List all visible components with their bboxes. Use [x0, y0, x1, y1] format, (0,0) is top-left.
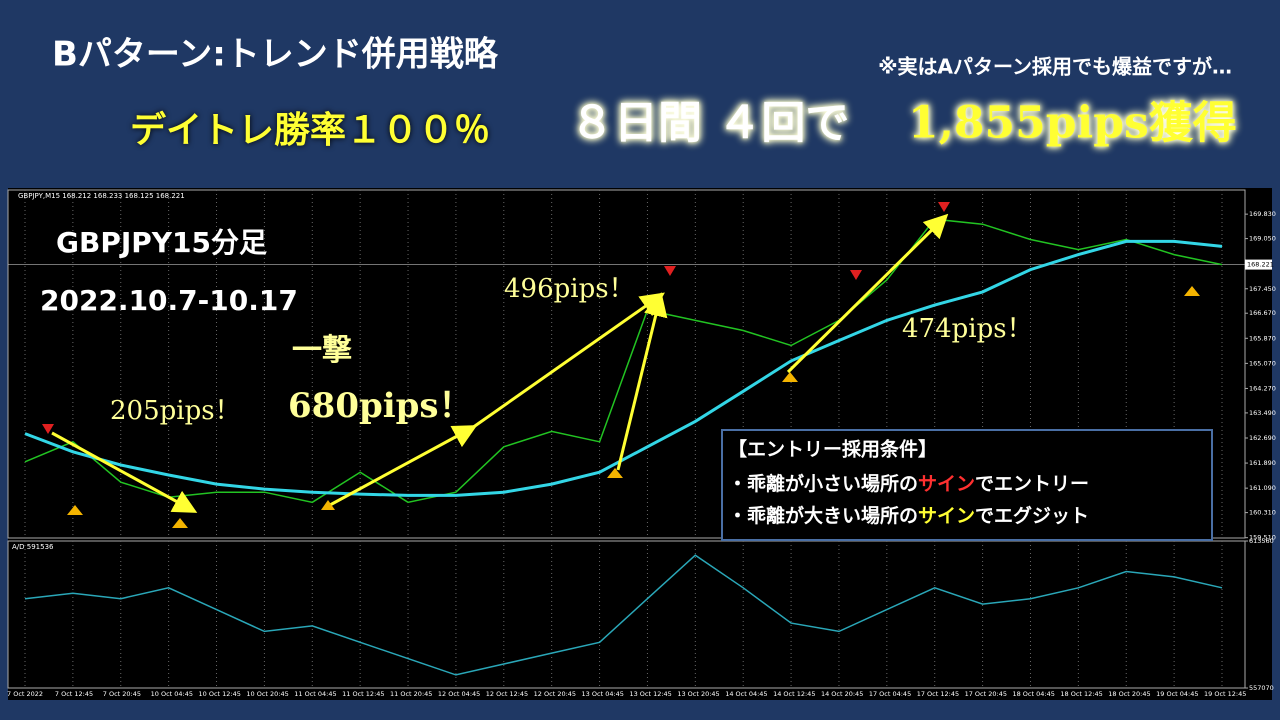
plot-frame: [7, 189, 1246, 539]
x-tick-label: 17 Oct 20:45: [965, 690, 1007, 698]
y-tick-label: 169.050: [1249, 235, 1276, 243]
x-tick-label: 12 Oct 20:45: [534, 690, 576, 698]
sell-sign: [850, 270, 862, 280]
condition-part: ・乖離が大きい場所の: [728, 504, 918, 527]
y-tick-label: 557070: [1249, 684, 1274, 692]
y-tick-label: 159.510: [1249, 534, 1276, 542]
y-tick-label: 167.450: [1249, 285, 1276, 293]
condition-part: でエントリー: [975, 473, 1089, 495]
x-tick-label: 10 Oct 04:45: [151, 690, 193, 698]
annotation: 474pips！: [902, 314, 1033, 344]
series-line: [24, 218, 1223, 504]
symbol-label: GBPJPY15分足: [56, 226, 267, 259]
series-line: [24, 239, 1223, 497]
price-text: 168.221: [1247, 261, 1274, 269]
conditions-box: [721, 429, 1213, 541]
buy-sign: [172, 518, 188, 528]
condition-part: サイン: [918, 505, 975, 527]
y-tick-label: 161.890: [1249, 459, 1276, 467]
x-tick-label: 7 Oct 12:45: [55, 690, 93, 698]
arrows: [51, 213, 949, 513]
condition-part: でエグジット: [975, 504, 1089, 527]
signals: [42, 202, 1200, 528]
x-tick-label: 10 Oct 20:45: [246, 690, 288, 698]
period-label: 2022.10.7-10.17: [40, 284, 298, 317]
chart-header: GBPJPY,M15 168.212 168.233 168.125 168.2…: [18, 192, 185, 200]
indicator-frame: [7, 540, 1246, 689]
main-chart: [7, 189, 1246, 539]
x-tick-label: 11 Oct 12:45: [342, 690, 384, 698]
x-tick-label: 12 Oct 04:45: [438, 690, 480, 698]
headline-b: 1,855pips獲得: [908, 98, 1237, 149]
annotation: 680pips！: [288, 386, 473, 426]
y-tick-label: 169.830: [1249, 210, 1276, 218]
series-line: [24, 554, 1223, 676]
note: ※実はAパターン採用でも爆益ですが…: [878, 55, 1232, 79]
condition: ・乖離が大きい場所のサインでエグジット: [728, 504, 1089, 527]
x-tick-label: 7 Oct 2022: [7, 690, 43, 698]
arrow: [329, 425, 478, 507]
sell-sign: [938, 202, 950, 212]
annotation: 一撃: [292, 333, 352, 368]
arrow: [471, 292, 665, 430]
price-box: [1245, 259, 1272, 270]
x-tick-label: 19 Oct 04:45: [1156, 690, 1198, 698]
buy-sign: [607, 468, 623, 478]
buy-sign: [67, 505, 83, 515]
headline-a: ８日間 ４回で: [570, 98, 849, 149]
y-tick-label: 166.670: [1249, 309, 1276, 317]
x-tick-label: 12 Oct 12:45: [486, 690, 528, 698]
buy-sign: [782, 372, 798, 382]
x-tick-label: 14 Oct 20:45: [821, 690, 863, 698]
condition-part: ・乖離が小さい場所の: [728, 472, 918, 495]
annotation: 205pips！: [110, 396, 241, 426]
y-tick-label: 164.270: [1249, 384, 1276, 392]
x-tick-label: 14 Oct 04:45: [725, 690, 767, 698]
y-tick-label: 165.070: [1249, 359, 1276, 367]
x-tick-label: 13 Oct 04:45: [582, 690, 624, 698]
x-tick-label: 17 Oct 12:45: [917, 690, 959, 698]
condition: ・乖離が小さい場所のサインでエントリー: [728, 472, 1089, 495]
x-tick-label: 11 Oct 20:45: [390, 690, 432, 698]
x-tick-label: 13 Oct 12:45: [629, 690, 671, 698]
y-tick-label: 613560: [1249, 537, 1274, 545]
y-tick-label: 161.090: [1249, 484, 1276, 492]
x-tick-label: 18 Oct 12:45: [1060, 690, 1102, 698]
slide-title: Bパターン:トレンド併用戦略: [52, 35, 499, 75]
indicator-header: A/D 591536: [12, 543, 54, 551]
x-tick-label: 18 Oct 20:45: [1108, 690, 1150, 698]
x-tick-label: 11 Oct 04:45: [294, 690, 336, 698]
x-tick-label: 14 Oct 12:45: [773, 690, 815, 698]
x-tick-label: 10 Oct 12:45: [199, 690, 241, 698]
arrow: [51, 431, 198, 513]
arrow: [786, 213, 949, 374]
arrow: [616, 292, 668, 471]
x-tick-label: 13 Oct 20:45: [677, 690, 719, 698]
conditions-title: 【エントリー採用条件】: [728, 438, 937, 461]
y-tick-label: 165.870: [1249, 334, 1276, 342]
y-tick-label: 160.310: [1249, 509, 1276, 517]
x-tick-label: 19 Oct 12:45: [1204, 690, 1246, 698]
sell-sign: [42, 424, 54, 434]
x-tick-label: 7 Oct 20:45: [103, 690, 141, 698]
annotation: 496pips！: [504, 274, 635, 304]
x-tick-label: 18 Oct 04:45: [1012, 690, 1054, 698]
sell-sign: [664, 266, 676, 276]
buy-sign: [1184, 286, 1200, 296]
y-tick-label: 163.490: [1249, 409, 1276, 417]
buy-sign: [321, 500, 335, 510]
x-tick-label: 17 Oct 04:45: [869, 690, 911, 698]
condition-part: サイン: [918, 473, 975, 495]
y-tick-label: 162.690: [1249, 434, 1276, 442]
win-rate: デイトレ勝率１００％: [130, 109, 490, 151]
